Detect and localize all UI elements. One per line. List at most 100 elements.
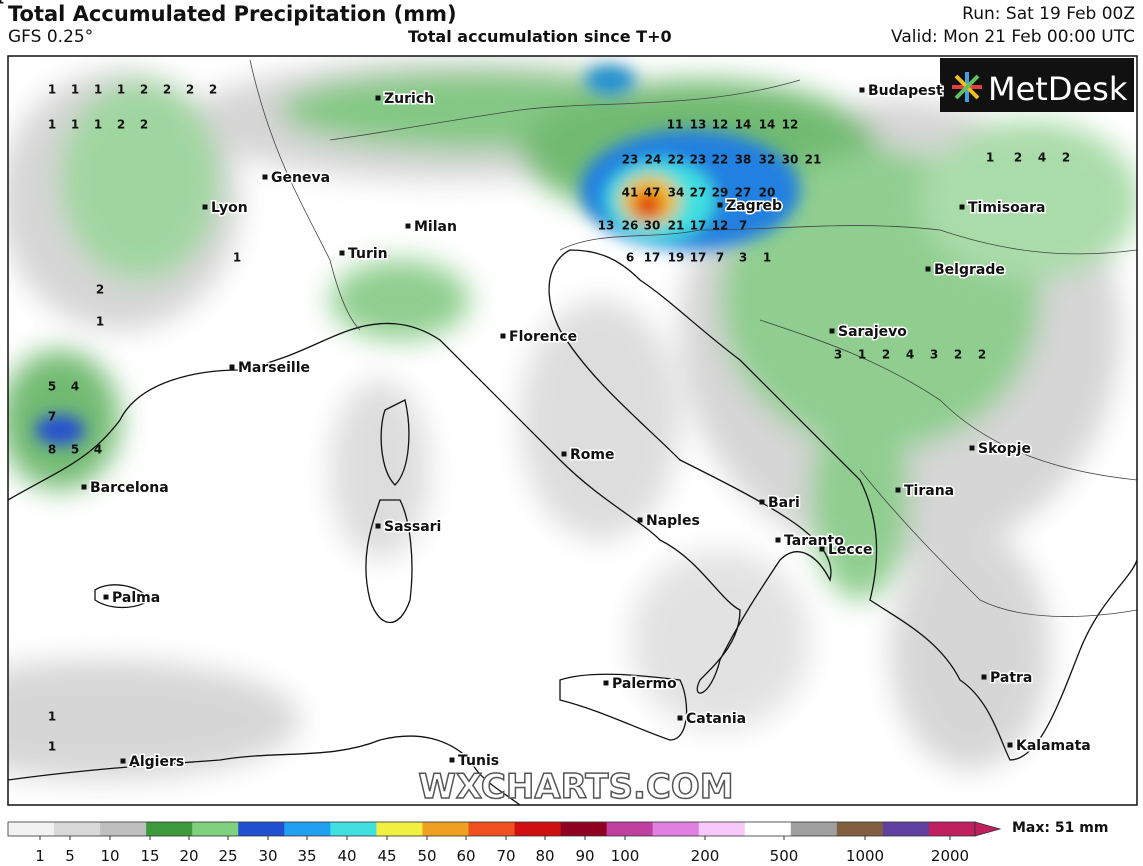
city-marker	[717, 202, 723, 208]
city-label: Lecce	[828, 542, 873, 558]
watermark: WXCHARTS.COM	[418, 767, 733, 807]
city-marker	[775, 537, 781, 543]
precipitation-value: 1	[858, 348, 866, 362]
precipitation-value: 26	[622, 219, 639, 233]
colorbar-swatch	[54, 822, 101, 836]
city-label: Taranto	[784, 533, 844, 549]
precipitation-value: 6	[626, 251, 634, 265]
precipitation-value: 4	[94, 443, 102, 457]
colorbar-tick-label: 100	[611, 847, 640, 865]
city-label: Kalamata	[1016, 738, 1091, 754]
city-label: Catania	[686, 711, 746, 727]
city-marker	[603, 680, 609, 686]
colorbar-tick-label: 1000	[846, 847, 884, 865]
colorbar-tick-label: 20	[179, 847, 198, 865]
colorbar-swatch	[698, 822, 746, 836]
city-label: Sarajevo	[838, 324, 907, 340]
model: GFS 0.25°	[8, 27, 94, 47]
colorbar-swatch	[422, 822, 469, 836]
city-label: Patra	[990, 670, 1032, 686]
city-label: Algiers	[129, 754, 184, 770]
precipitation-value: 3	[739, 251, 747, 265]
city-marker	[339, 250, 345, 256]
precipitation-value: 2	[954, 348, 962, 362]
coastlines	[8, 249, 1137, 805]
city-marker	[120, 758, 126, 764]
city-label: Timisoara	[968, 200, 1046, 216]
precipitation-value: 1	[48, 710, 56, 724]
precipitation-value: 11	[667, 118, 684, 132]
precipitation-value: 12	[712, 118, 729, 132]
colorbar-swatch	[284, 822, 331, 836]
precipitation-value: 2	[186, 83, 194, 97]
precipitation-value: 17	[690, 219, 707, 233]
precipitation-value: 2	[209, 83, 217, 97]
precipitation-value: 1	[94, 118, 102, 132]
precipitation-value: 1	[763, 251, 771, 265]
precipitation-value: 21	[805, 153, 822, 167]
precipitation-value: 2	[96, 283, 104, 297]
precipitation-value: 14	[759, 118, 776, 132]
colorbar-swatch	[606, 822, 654, 836]
colorbar-tick-label: 35	[297, 847, 316, 865]
precipitation-value: 41	[622, 186, 639, 200]
city-marker	[637, 517, 643, 523]
precipitation-value: 17	[690, 251, 707, 265]
precipitation-value: 1	[48, 740, 56, 754]
precipitation-value: 2	[1014, 151, 1022, 165]
precipitation-value: 20	[759, 186, 776, 200]
precipitation-value: 1	[71, 83, 79, 97]
city-label: Geneva	[271, 170, 330, 186]
precipitation-value: 1	[233, 251, 241, 265]
map-area	[8, 56, 1137, 805]
city-label: Palermo	[612, 676, 677, 692]
colorbar-tick-label: 80	[535, 847, 554, 865]
precipitation-value: 27	[690, 186, 707, 200]
precipitation-value: 2	[140, 118, 148, 132]
precipitation-value: 4	[1038, 151, 1046, 165]
colorbar-tick-label: 15	[140, 847, 159, 865]
precipitation-value: 27	[735, 186, 752, 200]
city-label: Bari	[768, 495, 800, 511]
city-label: Naples	[646, 513, 700, 529]
precipitation-value: 5	[71, 443, 79, 457]
city-marker	[81, 484, 87, 490]
city-label: Marseille	[238, 360, 310, 376]
precipitation-value: 12	[782, 118, 799, 132]
colorbar-tick-label: 200	[691, 847, 720, 865]
precipitation-value: 4	[71, 380, 79, 394]
city-label: Tunis	[458, 753, 499, 769]
colorbar-swatch	[928, 822, 976, 836]
city-marker	[759, 499, 765, 505]
precipitation-value: 2	[163, 83, 171, 97]
precipitation-value: 17	[644, 251, 661, 265]
colorbar-swatch	[192, 822, 239, 836]
city-marker	[449, 757, 455, 763]
colorbar-frame	[7, 821, 976, 837]
precipitation-value: 22	[712, 153, 729, 167]
city-label: Skopje	[978, 441, 1031, 457]
colorbar-swatch	[100, 822, 147, 836]
colorbar-tick-label: 40	[337, 847, 356, 865]
city-marker	[202, 204, 208, 210]
logo: MetDesk	[988, 70, 1128, 108]
precipitation-value: 2	[1062, 151, 1070, 165]
precipitation-value: 1	[48, 83, 56, 97]
precipitation-value: 13	[690, 118, 707, 132]
colorbar-tick-label: 70	[496, 847, 515, 865]
city-marker	[1007, 742, 1013, 748]
city-marker	[229, 364, 235, 370]
precipitation-value: 21	[668, 219, 685, 233]
precipitation-value: 1	[94, 83, 102, 97]
precipitation-value: 1	[986, 151, 994, 165]
colorbar-swatch	[8, 822, 55, 836]
colorbar-tick-label: 25	[218, 847, 237, 865]
max-value: Max: 51 mm	[1012, 820, 1108, 836]
city-marker	[969, 445, 975, 451]
colorbar-swatch	[468, 822, 516, 836]
city-label: Barcelona	[90, 480, 169, 496]
city-marker	[981, 674, 987, 680]
precipitation-value: 14	[735, 118, 752, 132]
city-marker	[262, 174, 268, 180]
